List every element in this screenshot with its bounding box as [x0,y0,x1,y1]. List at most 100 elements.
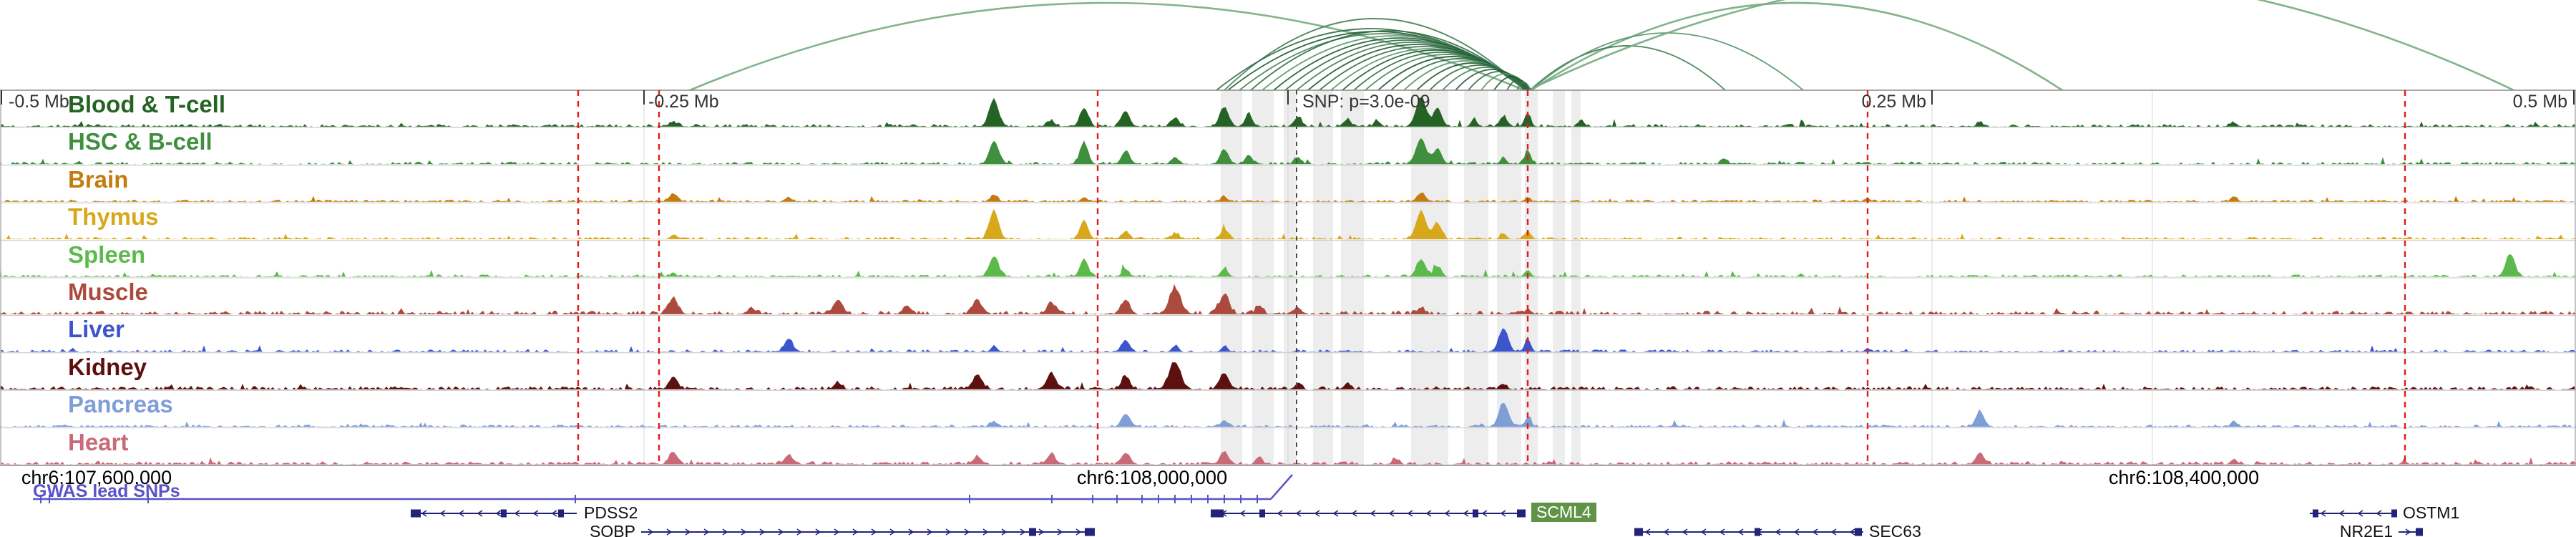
strand-arrow-icon [477,510,483,517]
ruler-ticks [1,90,2575,105]
gene-exon [1211,509,1224,518]
strand-arrow-icon [834,528,840,536]
strand-arrow-icon [1644,528,1651,536]
gene-exon [1634,528,1643,536]
strand-arrow-icon [1001,528,1008,536]
gene-exon [1029,528,1036,536]
strand-arrow-icon [1332,510,1339,517]
strand-arrow-icon [815,528,821,536]
gene-exon [501,509,507,518]
interaction-arc [1250,30,1527,90]
strand-arrow-icon [1075,528,1082,536]
gene-ostm1 [2310,509,2397,518]
strand-arrow-icon [1314,510,1320,517]
gene-exon [558,509,564,518]
strand-arrow-icon [778,528,784,536]
strand-arrow-icon [852,528,859,536]
strand-arrow-icon [1425,510,1432,517]
interaction-arc [1530,32,1804,90]
strand-arrow-icon [1682,528,1688,536]
strand-arrow-icon [458,510,464,517]
strand-arrow-icon [1388,510,1395,517]
gene-exon [2313,509,2318,518]
strand-arrow-icon [2357,510,2363,517]
strand-arrow-icon [1481,510,1488,517]
strand-arrow-icon [703,528,710,536]
strand-arrow-icon [1277,510,1283,517]
gene-exon [1755,528,1760,536]
strand-arrow-icon [1444,510,1450,517]
strand-arrow-icon [2405,528,2411,536]
gene-nr2e1 [2399,528,2423,536]
gene-exon [1855,528,1862,536]
gene-pdss2 [411,509,577,518]
strand-arrow-icon [1057,528,1063,536]
gene-exon [1085,528,1095,536]
strand-arrow-icon [889,528,896,536]
strand-arrow-icon [945,528,952,536]
strand-arrow-icon [1775,528,1781,536]
interaction-arc [689,1,1525,90]
strand-arrow-icon [1737,528,1744,536]
strand-arrow-icon [1038,528,1045,536]
strand-arrow-icon [1295,510,1302,517]
strand-arrow-icon [1020,528,1026,536]
gene-exon [1473,509,1478,518]
interaction-arc [1224,18,1526,90]
strand-arrow-icon [2338,510,2345,517]
gene-exon [2416,528,2423,536]
gene-sobp [641,528,1095,536]
gene-scml4 [1211,509,1526,518]
strand-arrow-icon [1719,528,1725,536]
gene-exon [411,509,421,518]
strand-arrow-icon [722,528,728,536]
strand-arrow-icon [1239,510,1246,517]
strand-arrow-icon [514,510,520,517]
strand-arrow-icon [1351,510,1357,517]
strand-arrow-icon [1812,528,1818,536]
gene-exon [2391,509,2397,518]
gene-exon [1259,509,1265,518]
interaction-arc [1516,82,1531,90]
interaction-arc [1506,79,1531,90]
strand-arrow-icon [1663,528,1669,536]
strand-arrow-icon [741,528,747,536]
strand-arrow-icon [982,528,989,536]
strand-arrow-icon [551,510,557,517]
red-dashed-lines [577,90,2406,465]
strand-arrow-icon [1830,528,1837,536]
gene-exon [1517,509,1526,518]
strand-arrow-icon [495,510,502,517]
strand-arrow-icon [685,528,691,536]
strand-arrow-icon [439,510,446,517]
gwas-line-rise [1270,474,1293,500]
strand-arrow-icon [666,528,673,536]
strand-arrow-icon [927,528,933,536]
interaction-arc [1529,45,1726,90]
interaction-arcs [689,0,2514,90]
gwas-track [33,474,1293,503]
strand-arrow-icon [1793,528,1800,536]
strand-arrow-icon [1700,528,1707,536]
strand-arrow-icon [2320,510,2326,517]
strand-arrow-icon [759,528,766,536]
strand-arrow-icon [871,528,877,536]
gene-annotations [411,509,2423,536]
strand-arrow-icon [1849,528,1855,536]
strand-arrow-icon [648,528,654,536]
strand-arrow-icon [532,510,539,517]
strand-arrow-icon [1370,510,1376,517]
strand-arrow-icon [964,528,970,536]
strand-arrow-icon [2376,510,2382,517]
strand-arrow-icon [421,510,427,517]
strand-arrow-icon [1407,510,1413,517]
interaction-arc [1468,71,1530,90]
interaction-arc [1528,0,2514,90]
strand-arrow-icon [796,528,803,536]
strand-arrow-icon [908,528,914,536]
strand-arrow-icon [1463,510,1469,517]
gene-sec63 [1634,528,1863,536]
strand-arrow-icon [1500,510,1506,517]
